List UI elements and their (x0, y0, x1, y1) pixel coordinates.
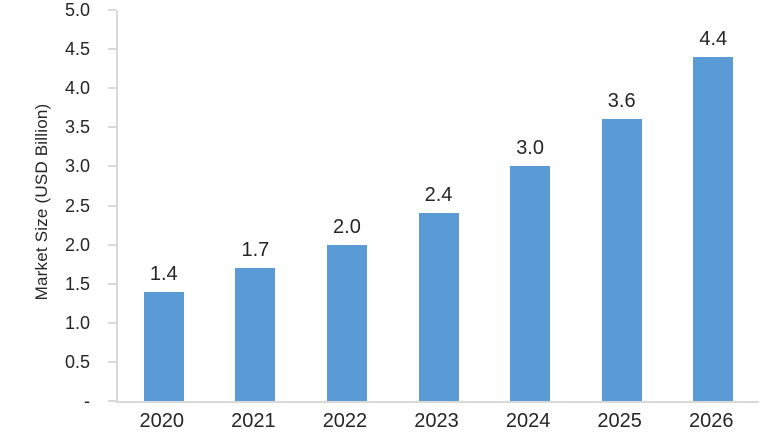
y-tick-mark (108, 204, 116, 207)
bar (693, 56, 734, 401)
bar (326, 244, 367, 401)
x-tick-label: 2026 (689, 410, 734, 432)
y-tick-label: 3.5 (64, 117, 90, 138)
bar-value-label: 1.7 (241, 239, 270, 262)
y-tick-label: 3.0 (64, 156, 90, 177)
bar-column: 3.0 (484, 10, 576, 401)
y-tick-label: 2.0 (64, 234, 90, 255)
bar-column: 1.7 (210, 10, 302, 401)
y-tick-mark (108, 126, 116, 129)
x-tick-label: 2020 (139, 410, 185, 432)
bar-value-label: 3.0 (516, 137, 544, 160)
y-tick-mark (108, 165, 116, 168)
y-tick-label: 1.5 (64, 273, 90, 294)
plot-area: 1.4 1.7 2.0 2.4 3.0 3.6 4.4 (116, 10, 759, 403)
y-tick-mark (108, 360, 116, 363)
x-axis: 2020 2021 2022 2023 2024 2025 2026 (116, 410, 757, 432)
x-tick-label: 2025 (597, 410, 642, 432)
bar-column: 4.4 (667, 10, 759, 401)
x-tick-label: 2023 (414, 410, 459, 432)
bar (235, 268, 276, 401)
bar-value-label: 2.4 (424, 184, 453, 207)
y-tick-mark (108, 243, 116, 246)
y-tick-mark (108, 9, 116, 11)
bar-column: 2.4 (393, 10, 485, 401)
y-tick-mark (108, 282, 116, 285)
y-tick-label: 5.0 (64, 0, 90, 20)
bar-column: 3.6 (576, 10, 668, 401)
y-tick-label: 0.5 (64, 351, 90, 372)
x-tick-label: 2024 (505, 410, 551, 432)
x-tick-label: 2021 (231, 410, 276, 432)
y-tick-mark (108, 400, 116, 402)
bar (510, 166, 551, 401)
y-tick-label: 4.0 (64, 78, 90, 99)
bar (418, 213, 459, 401)
bar-value-label: 2.0 (333, 215, 361, 238)
y-tick-label: 1.0 (64, 312, 90, 333)
y-tick-label: 4.5 (64, 39, 90, 60)
y-tick-mark (108, 321, 116, 324)
x-tick-label: 2022 (322, 410, 368, 432)
y-tick-mark (108, 87, 116, 90)
bar (601, 119, 642, 401)
bar-column: 2.0 (301, 10, 393, 401)
y-tick-label: 2.5 (64, 195, 90, 216)
bar (143, 291, 184, 401)
bar-column: 1.4 (118, 10, 210, 401)
bar-value-label: 4.4 (699, 27, 728, 50)
y-tick-mark (108, 48, 116, 51)
bar-value-label: 3.6 (607, 90, 636, 113)
bars-container: 1.4 1.7 2.0 2.4 3.0 3.6 4.4 (118, 10, 759, 401)
bar-value-label: 1.4 (149, 262, 178, 285)
y-tick-label: - (84, 391, 90, 411)
